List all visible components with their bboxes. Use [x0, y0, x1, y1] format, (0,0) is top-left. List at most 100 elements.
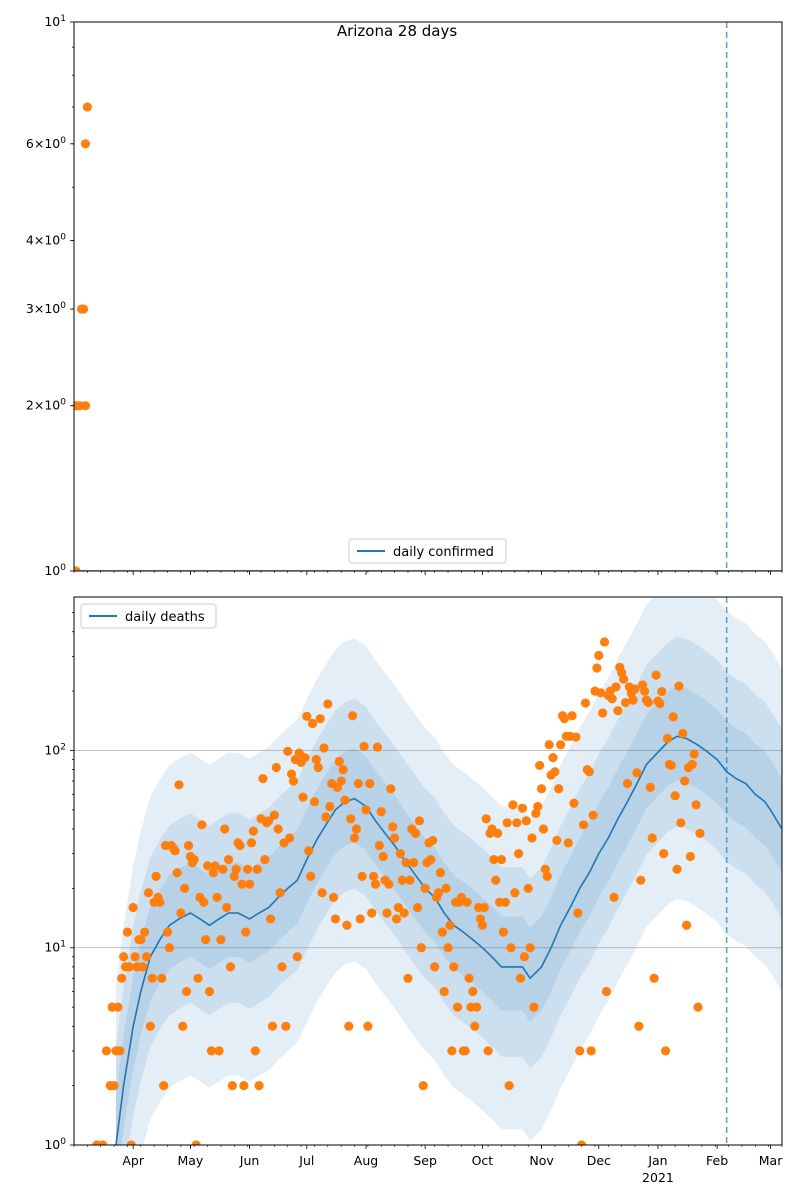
data-point: [151, 871, 161, 881]
data-point: [401, 858, 411, 868]
data-point: [586, 1046, 596, 1056]
data-point: [227, 1081, 237, 1091]
y-tick-label: 3×100: [26, 301, 66, 316]
data-point: [544, 740, 554, 750]
data-point: [462, 897, 472, 907]
data-point: [183, 840, 194, 851]
data-point: [340, 795, 350, 805]
data-point: [225, 962, 236, 972]
data-point: [285, 833, 295, 843]
data-point: [311, 754, 321, 765]
data-point: [136, 934, 146, 945]
data-point: [636, 875, 646, 885]
data-point: [180, 883, 190, 893]
data-point: [472, 1002, 482, 1012]
data-point: [101, 1046, 112, 1056]
data-point: [594, 650, 604, 661]
data-point: [309, 797, 320, 807]
data-point: [223, 854, 234, 865]
data-point: [334, 756, 344, 767]
data-point: [210, 861, 220, 871]
data-point: [344, 1021, 354, 1031]
data-point: [567, 711, 577, 721]
data-point: [265, 914, 276, 924]
data-point: [260, 854, 270, 865]
data-point: [78, 304, 89, 314]
data-point: [479, 902, 489, 913]
data-point: [645, 782, 655, 792]
data-point: [323, 699, 333, 709]
data-point: [601, 986, 612, 997]
data-point: [124, 962, 134, 972]
x-tick-label: May: [177, 1153, 203, 1168]
data-point: [336, 776, 346, 786]
data-point: [202, 861, 213, 871]
x-tick-label: Apr: [122, 1153, 144, 1168]
data-point: [525, 943, 535, 953]
data-point: [596, 688, 606, 698]
data-point: [307, 718, 318, 729]
y-tick-label: 101: [44, 940, 66, 955]
y-tick-label: 101: [44, 14, 66, 29]
data-point: [493, 828, 503, 838]
data-point: [216, 934, 226, 945]
data-point: [435, 868, 446, 878]
data-point: [634, 1021, 644, 1031]
data-point: [517, 803, 528, 813]
y-tick-label: 100: [44, 1137, 66, 1152]
data-point: [573, 908, 583, 918]
data-point: [128, 902, 138, 913]
data-point: [643, 697, 654, 708]
data-point: [386, 784, 396, 794]
data-point: [559, 714, 570, 724]
data-point: [126, 1140, 136, 1145]
data-point: [395, 849, 405, 859]
data-point: [178, 1021, 188, 1031]
data-point: [348, 711, 358, 721]
data-point: [319, 743, 329, 753]
data-point: [244, 879, 255, 889]
data-point: [197, 820, 207, 830]
data-point: [550, 767, 560, 777]
y-tick-label: 100: [44, 563, 66, 578]
data-point: [620, 697, 631, 708]
data-point: [592, 663, 602, 673]
data-point: [264, 816, 274, 826]
data-point: [145, 1021, 155, 1031]
x-tick-label: Dec: [587, 1153, 611, 1168]
data-point: [628, 695, 638, 705]
data-point: [554, 784, 564, 794]
data-point: [477, 920, 487, 930]
data-point: [609, 892, 619, 902]
data-point: [500, 897, 510, 907]
data-point: [452, 1002, 463, 1012]
data-point: [502, 818, 512, 828]
data-point: [342, 920, 352, 930]
data-point: [367, 908, 377, 918]
data-point: [580, 698, 591, 708]
data-point: [204, 986, 215, 997]
data-point: [283, 746, 293, 756]
data-point: [80, 401, 91, 411]
data-point: [660, 1046, 671, 1056]
data-point: [599, 637, 610, 647]
data-point: [346, 814, 356, 824]
data-point: [306, 871, 316, 881]
top-panel: 100 2×100 3×100 4×100 6×100 101 Arizona 28 day…: [26, 14, 783, 578]
data-point: [231, 864, 241, 874]
data-point: [496, 854, 507, 865]
data-point: [447, 1046, 457, 1056]
data-point: [304, 846, 314, 856]
data-point: [315, 714, 325, 724]
data-point: [533, 801, 543, 812]
data-point: [468, 986, 478, 997]
x-tick-label: Sep: [413, 1153, 437, 1168]
data-point: [514, 849, 524, 859]
data-point: [155, 897, 165, 907]
data-point: [115, 1046, 125, 1056]
data-point: [521, 816, 531, 826]
data-point: [613, 706, 623, 716]
data-point: [584, 767, 594, 777]
data-point: [288, 776, 299, 786]
data-point: [619, 674, 629, 684]
